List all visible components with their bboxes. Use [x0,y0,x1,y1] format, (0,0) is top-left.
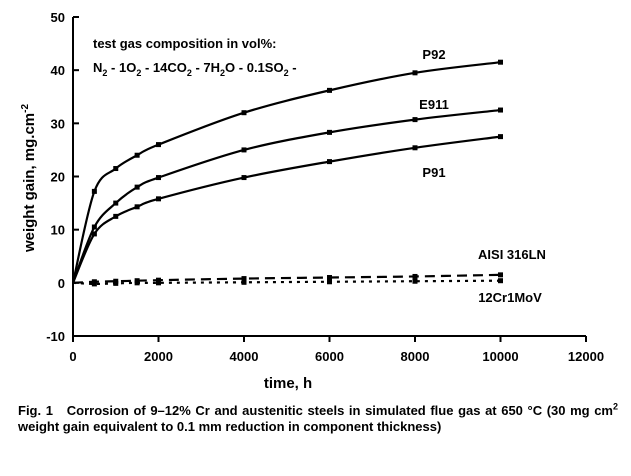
data-point-p91 [113,213,119,219]
gas-composition-heading: test gas composition in vol%: [93,36,276,51]
data-point-e911 [91,224,97,230]
data-point-e911 [241,147,247,153]
data-point-p91 [91,231,97,237]
y-axis-title: weight gain, mg.cm-2 [20,104,38,254]
data-point-e911 [113,200,119,206]
figure-caption: Fig. 1 Corrosion of 9–12% Cr and austeni… [18,401,618,435]
formula-text: - 1O [107,60,136,75]
data-point-p92 [327,87,332,93]
data-point-p92 [156,142,161,148]
x-tick-label: 12000 [568,349,604,364]
data-point-p92 [91,188,97,194]
data-point-p91 [241,175,247,181]
data-point-12cr1mov [113,280,119,286]
y-tick-label: 50 [51,10,65,25]
data-point-p91 [327,159,332,165]
y-axis-title-superscript: -2 [20,104,31,113]
data-point-aisi-316ln [327,275,332,281]
axis-ticks: -10 0 10 20 30 40 50 0 2000 4000 6000 8000 10000 1200… [46,10,604,364]
x-axis-title: time, h [264,375,312,392]
subscript: 2 [187,68,192,78]
series-label-12cr1mov: 12Cr1MoV [478,290,542,305]
x-tick-label: 6000 [315,349,344,364]
data-point-p92 [498,59,503,65]
data-point-12cr1mov [134,280,140,286]
data-point-p91 [156,196,161,202]
series-labels: P92 E911 P91 AISI 316LN 12Cr1MoV [419,47,546,305]
formula-text: - 7H [192,60,220,75]
x-tick-label: 0 [69,349,76,364]
data-point-p92 [241,110,247,116]
y-tick-label: 20 [51,170,65,185]
data-point-p91 [412,145,418,151]
y-tick-label: -10 [46,329,65,344]
y-tick-label: 30 [51,116,65,131]
data-point-e911 [134,184,140,190]
data-point-12cr1mov [156,280,161,286]
caption-text-2: weight gain equivalent to 0.1 mm reducti… [18,419,442,434]
data-point-e911 [327,129,332,135]
formula-text: - [289,60,297,75]
subscript: 2 [220,68,225,78]
series-label-p92: P92 [422,47,445,62]
formula-text: - 14CO [141,60,187,75]
series-line-p92 [71,61,501,284]
y-tick-label: 40 [51,63,65,78]
data-point-p92 [113,166,119,172]
subscript: 2 [102,68,107,78]
y-axis-title-text: weight gain, mg.cm [21,113,38,253]
data-point-e911 [156,175,161,181]
formula-text: N [93,60,102,75]
gas-composition-formula: N2 - 1O2 - 14CO2 - 7H2O - 0.1SO2 - [93,60,297,78]
series-line-p91 [71,135,501,284]
series-line-aisi-316ln [72,273,501,284]
data-point-12cr1mov [412,278,418,284]
data-point-p91 [498,134,503,140]
y-tick-label: 10 [51,223,65,238]
data-point-12cr1mov [327,279,332,285]
chart: -10 0 10 20 30 40 50 0 2000 4000 6000 8000 10000 1200… [20,10,604,392]
series-label-p91: P91 [422,165,445,180]
data-point-aisi-316ln [156,277,161,283]
subscript: 2 [136,68,141,78]
series-line-e911 [71,108,501,284]
x-tick-label: 10000 [482,349,518,364]
x-tick-label: 4000 [230,349,259,364]
data-point-12cr1mov [91,281,97,287]
figure-number: Fig. 1 [18,403,53,418]
data-point-aisi-316ln [498,272,503,278]
series-label-e911: E911 [419,97,449,112]
data-point-e911 [412,117,418,123]
y-tick-label: 0 [58,276,65,291]
data-point-12cr1mov [241,279,247,285]
data-point-aisi-316ln [241,276,247,282]
data-point-aisi-316ln [412,273,418,279]
caption-superscript: 2 [612,401,618,412]
x-tick-label: 8000 [401,349,430,364]
x-tick-label: 2000 [144,349,173,364]
subscript: 2 [284,68,289,78]
data-point-e911 [498,107,503,113]
data-point-12cr1mov [498,278,503,284]
formula-text: O - 0.1SO [225,60,284,75]
data-point-p91 [134,204,140,210]
data-point-p92 [134,152,140,158]
series-label-aisi-316ln: AISI 316LN [478,247,546,262]
data-point-p92 [412,70,418,76]
series-line-12cr1mov [72,279,501,286]
caption-text-1: Corrosion of 9–12% Cr and austenitic ste… [66,403,613,418]
plot-area [71,59,503,287]
